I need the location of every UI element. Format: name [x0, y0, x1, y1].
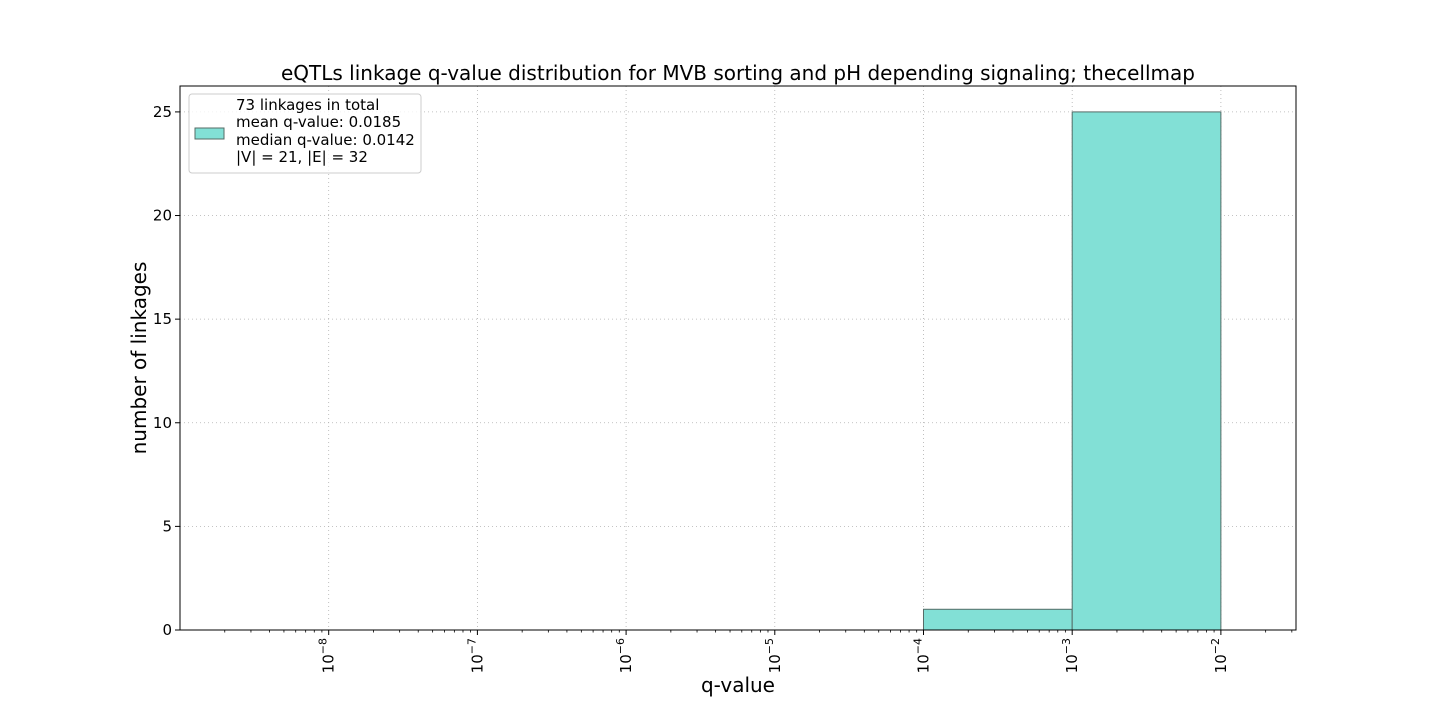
legend: 73 linkages in total mean q-value: 0.018…	[188, 93, 422, 174]
x-tick-label: 10−7	[465, 638, 486, 673]
y-tick-label: 5	[162, 517, 172, 535]
plot-frame	[179, 85, 1297, 631]
bar-layer	[922, 111, 1222, 631]
chart-title: eQTLs linkage q-value distribution for M…	[281, 61, 1195, 85]
x-tick-label: 10−8	[317, 638, 338, 673]
y-tick-label: 15	[153, 310, 172, 328]
legend-line-median: median q-value: 0.0142	[236, 131, 415, 149]
x-tick-label: 10−5	[763, 638, 784, 673]
histogram-bar	[922, 608, 1073, 631]
y-axis-label: number of linkages	[127, 262, 151, 455]
legend-line-graph-size: |V| = 21, |E| = 32	[236, 148, 368, 166]
x-tick-label: 10−6	[614, 638, 635, 673]
legend-swatch	[194, 127, 225, 140]
x-axis-label: q-value	[701, 673, 775, 697]
x-tick-label: 10−3	[1060, 638, 1081, 673]
x-tick-label: 10−4	[911, 638, 932, 673]
y-tick-label: 0	[162, 621, 172, 639]
tick-layer: 0 5 10 15 20 25 10−8 10−7 10−6 10−5 10−4 10−3 10−2	[153, 103, 1293, 673]
y-tick-label: 10	[153, 414, 172, 432]
x-tick-label: 10−2	[1209, 638, 1230, 673]
legend-box	[188, 93, 422, 174]
legend-line-mean: mean q-value: 0.0185	[236, 113, 401, 131]
y-tick-label: 25	[153, 103, 172, 121]
legend-line-total: 73 linkages in total	[236, 96, 379, 114]
histogram-bar	[1071, 111, 1222, 631]
y-tick-label: 20	[153, 207, 172, 225]
